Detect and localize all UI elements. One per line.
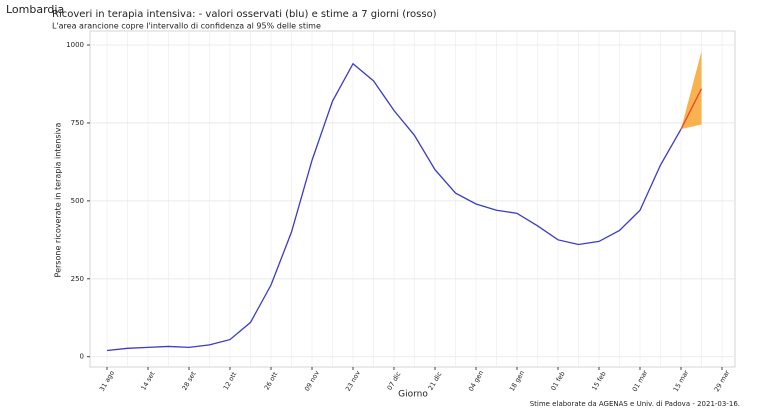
y-tick-label: 1000 — [66, 41, 84, 49]
x-tick-label: 04 gen — [467, 369, 485, 393]
x-axis-label: Giorno — [398, 390, 428, 400]
x-tick-label: 07 dic — [386, 370, 403, 392]
x-tick-label: 28 set — [180, 370, 197, 392]
chart-title: Ricoveri in terapia intensiva: - valori … — [52, 9, 437, 20]
x-tick-label: 31 ago — [98, 369, 116, 392]
series-line — [680, 88, 703, 130]
x-tick-label: 14 set — [139, 370, 156, 392]
x-tick-label: 09 nov — [303, 369, 321, 392]
y-tick-label: 0 — [80, 353, 84, 361]
x-tick-label: 15 mar — [672, 369, 691, 393]
region: Lombardia — [6, 3, 64, 16]
x-tick-label: 01 feb — [549, 370, 566, 392]
y-axis-label: Persone ricoverate in terapia intensiva — [54, 122, 63, 277]
x-tick-label: 01 mar — [631, 369, 650, 393]
series-line — [106, 62, 682, 352]
subtitle: L'area arancione copre l'intervallo di c… — [52, 22, 321, 31]
x-tick-label: 29 mar — [713, 369, 732, 393]
x-tick-label: 21 dic — [427, 370, 444, 392]
y-tick-label: 500 — [71, 197, 84, 205]
x-tick-label: 26 ott — [263, 370, 280, 391]
caption: Stime elaborate da AGENAS e Univ. di Pad… — [530, 400, 740, 408]
x-tick-label: 15 feb — [590, 370, 607, 392]
y-tick-label: 750 — [71, 119, 84, 127]
x-tick-label: 23 nov — [344, 369, 362, 392]
plot-panel — [89, 30, 736, 368]
x-tick-label: 12 ott — [222, 370, 239, 391]
x-tick-label: 18 gen — [508, 369, 526, 393]
confidence-band — [681, 51, 702, 130]
y-tick-label: 250 — [71, 275, 84, 283]
